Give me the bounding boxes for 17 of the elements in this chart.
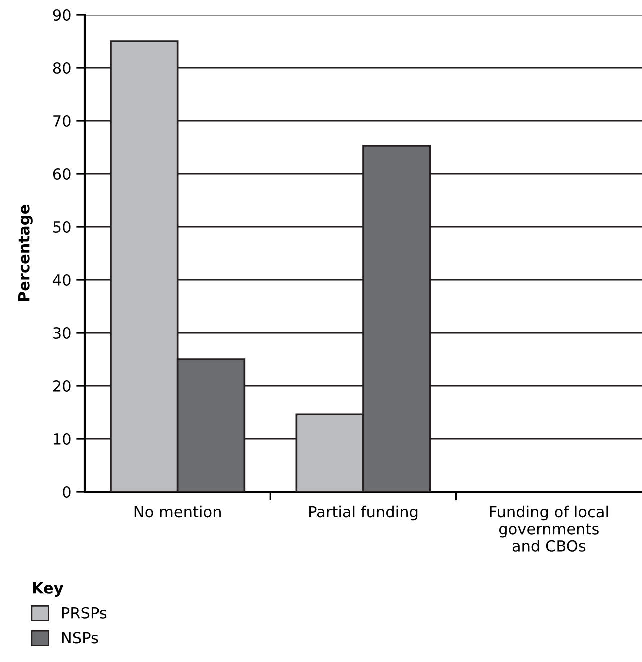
y-tick-label: 0 [63, 486, 71, 498]
y-tick-label: 60 [53, 168, 71, 180]
y-tick-label: 50 [54, 221, 71, 234]
y-tick-label: 30 [54, 327, 71, 340]
y-tick-label: 40 [53, 274, 71, 286]
y-tick-label: 20 [53, 380, 71, 392]
y-tick-label: 90 [53, 9, 71, 22]
y-tick-label: 10 [54, 433, 71, 446]
y-axis-title: Percentage [18, 205, 33, 302]
y-tick-label: 80 [53, 62, 71, 74]
y-tick-label: 70 [54, 115, 71, 128]
legend-title: Key [33, 582, 64, 597]
x-tick-label: Partial funding [310, 506, 418, 521]
x-tick-label: No mention [134, 506, 221, 518]
legend-label: PRSPs [62, 607, 107, 619]
x-tick-label: Funding of local governments and CBOs [490, 506, 608, 552]
legend-label: NSPs [62, 632, 98, 644]
